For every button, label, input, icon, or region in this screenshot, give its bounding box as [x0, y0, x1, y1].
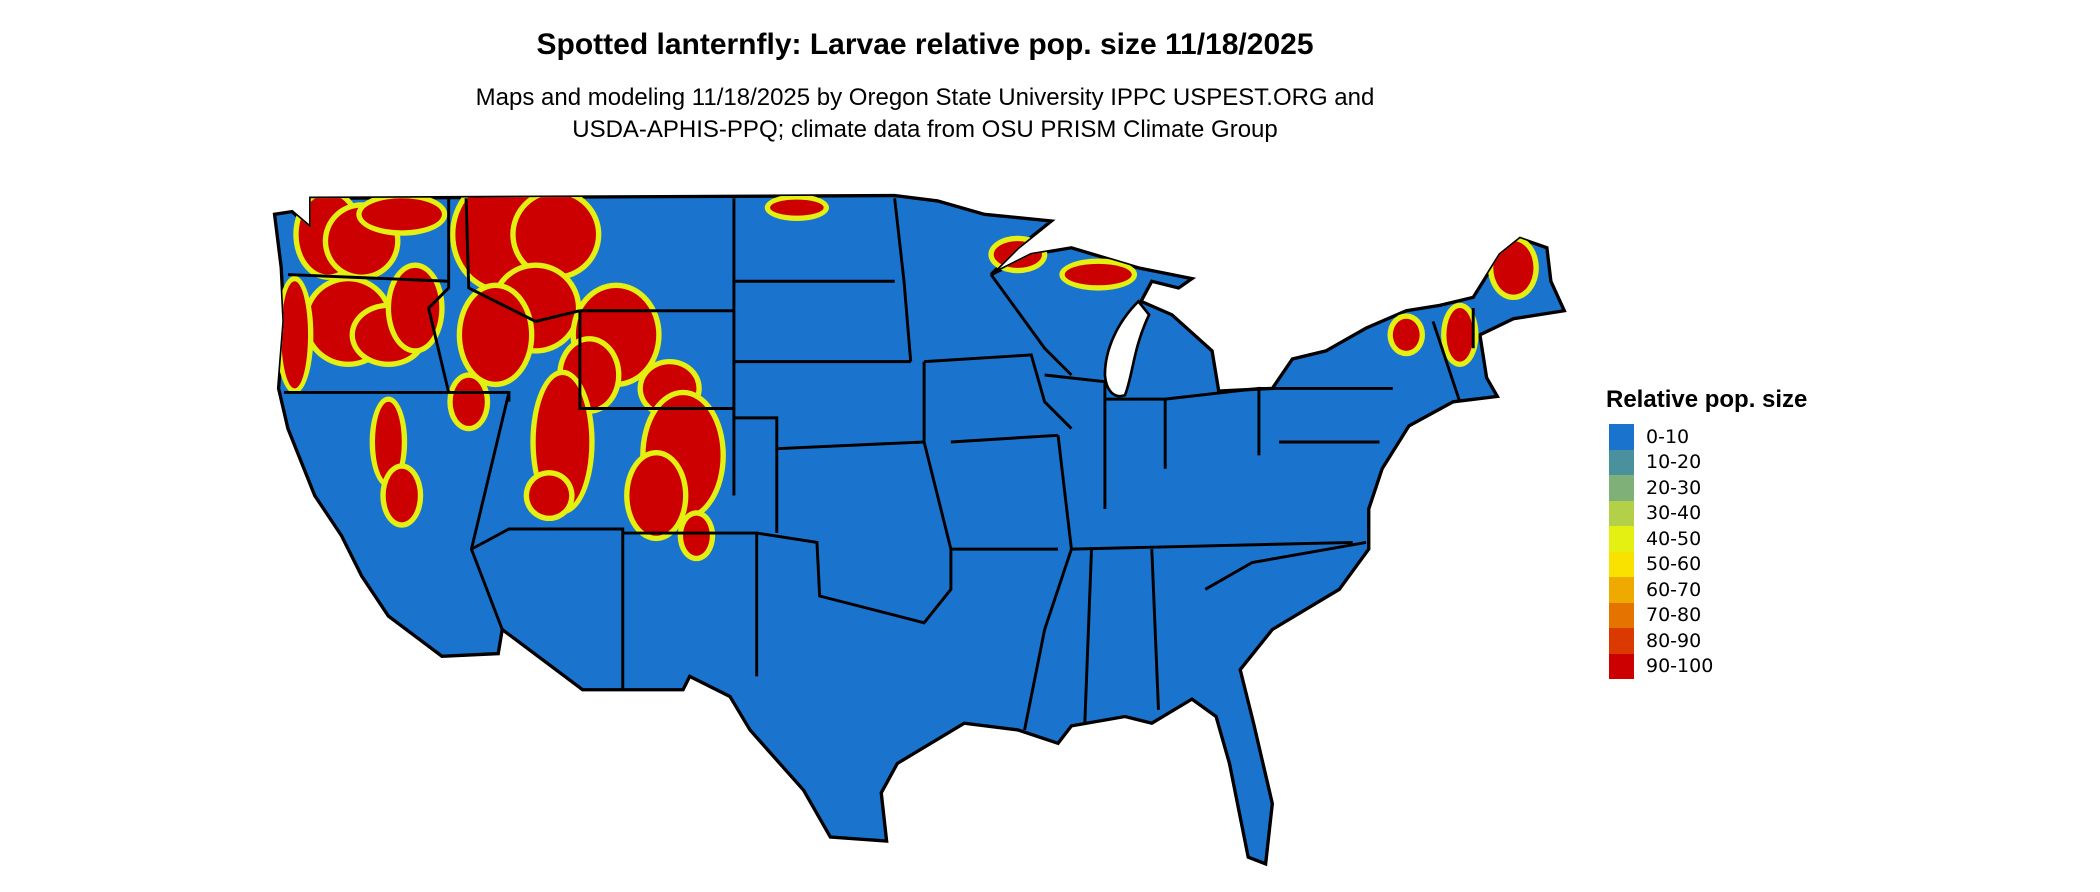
legend-label: 0-10	[1646, 425, 1690, 448]
us-land-area	[272, 193, 1567, 867]
state-border	[1083, 549, 1093, 724]
legend-label: 30-40	[1646, 502, 1702, 525]
high-population-area	[391, 267, 440, 349]
high-population-area	[683, 515, 710, 556]
state-border	[893, 198, 913, 362]
state-border	[426, 198, 451, 393]
legend-item: 70-80	[1609, 602, 1807, 628]
map-subtitle-line-1: Maps and modeling 11/18/2025 by Oregon S…	[475, 84, 1375, 111]
high-population-area	[1493, 241, 1534, 295]
legend-label: 40-50	[1646, 527, 1702, 550]
legend-item: 30-40	[1609, 500, 1807, 526]
state-border	[1071, 540, 1353, 551]
legend-item: 50-60	[1609, 551, 1807, 577]
state-border	[1150, 549, 1160, 710]
map-subtitle-line-2: USDA-APHIS-PPQ; climate data from OSU PR…	[572, 116, 1278, 143]
state-border	[989, 273, 1073, 377]
high-population-area	[529, 475, 570, 516]
high-population-areas	[275, 195, 1539, 562]
legend-swatch	[1609, 551, 1634, 577]
legend-label: 10-20	[1646, 451, 1702, 474]
legend-swatch	[1609, 577, 1634, 603]
legend-swatch	[1609, 500, 1634, 526]
state-border	[950, 433, 1059, 444]
legend-swatch	[1609, 526, 1634, 552]
state-border	[287, 273, 449, 283]
state-border	[733, 416, 779, 534]
high-population-area	[515, 195, 596, 275]
state-border	[924, 353, 1073, 430]
state-border	[1204, 540, 1367, 591]
legend-swatch	[1609, 424, 1634, 450]
high-population-area	[361, 198, 442, 231]
legend-swatch	[1609, 602, 1634, 628]
legend-label: 90-100	[1646, 655, 1714, 678]
map-title: Spotted lanternfly: Larvae relative pop.…	[536, 28, 1314, 61]
high-population-area	[375, 401, 402, 483]
legend-swatch	[1609, 475, 1634, 501]
state-border	[578, 310, 734, 410]
state-border	[776, 440, 925, 451]
legend-item: 40-50	[1609, 526, 1807, 552]
high-population-area	[1446, 308, 1474, 362]
high-population-area	[281, 281, 309, 389]
legend-item: 90-100	[1609, 653, 1807, 679]
legend-label: 20-30	[1646, 476, 1702, 499]
state-border	[756, 531, 953, 625]
legend-item: 10-20	[1609, 449, 1807, 475]
state-border	[1023, 435, 1073, 731]
high-population-area	[629, 455, 684, 536]
legend-label: 80-90	[1646, 629, 1702, 652]
state-border	[922, 361, 953, 550]
state-border	[1431, 320, 1462, 403]
legend-label: 50-60	[1646, 553, 1702, 576]
high-population-area	[993, 241, 1042, 268]
legend-item: 80-90	[1609, 628, 1807, 654]
legend-item: 20-30	[1609, 475, 1807, 501]
high-population-area	[462, 287, 530, 382]
high-population-area	[1392, 318, 1420, 351]
legend-swatch	[1609, 628, 1634, 654]
state-border	[464, 198, 581, 324]
legend-item: 0-10	[1609, 424, 1807, 450]
high-population-area	[770, 199, 824, 216]
legend-label: 60-70	[1646, 578, 1702, 601]
state-border	[470, 527, 625, 690]
legend: Relative pop. size 0-10 10-20 20-30 30-40 40…	[1606, 386, 1808, 679]
high-population-area	[385, 468, 418, 523]
legend-item: 60-70	[1609, 577, 1807, 603]
high-population-area	[1064, 263, 1132, 286]
legend-swatch	[1609, 653, 1634, 679]
legend-swatch	[1609, 449, 1634, 475]
legend-title: Relative pop. size	[1606, 386, 1808, 413]
state-borders	[283, 198, 1475, 731]
high-population-area	[452, 377, 485, 426]
legend-label: 70-80	[1646, 604, 1702, 627]
state-border	[1044, 373, 1107, 509]
lake-michigan	[1103, 299, 1151, 398]
